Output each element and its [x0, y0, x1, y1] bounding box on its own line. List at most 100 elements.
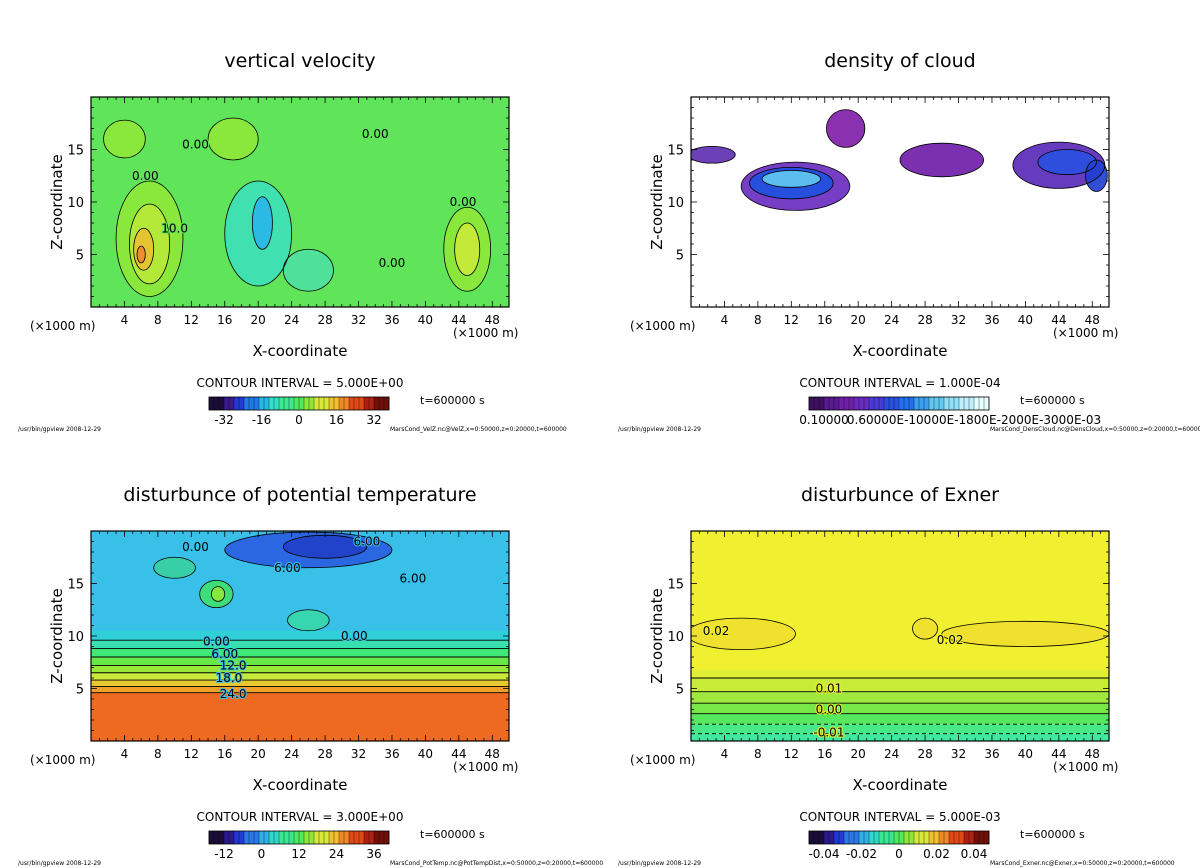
y-tick-label: 10 — [67, 630, 84, 645]
colorbar-cell — [899, 397, 905, 410]
chart-panel-3: disturbunce of potential temperature 0.00… — [18, 484, 603, 867]
colorbar-tick-label: 0 — [258, 847, 266, 861]
colorbar-cell — [894, 397, 900, 410]
value-region — [153, 557, 196, 579]
x-unit-right: (×1000 m) — [453, 760, 518, 774]
contour-line — [899, 142, 984, 178]
value-region — [136, 246, 146, 263]
footer-left: /usr/bin/gpview 2008-12-29 — [18, 426, 101, 433]
colorbar-cell — [934, 397, 940, 410]
x-tick-label: 20 — [251, 747, 266, 761]
contour-line — [287, 609, 330, 632]
colorbar-cell — [294, 397, 300, 410]
colorbar-cell — [914, 831, 920, 844]
colorbar-tick-label: -16 — [252, 413, 272, 427]
y-axis-label: Z-coordinate — [648, 588, 666, 683]
colorbar-cell — [344, 831, 350, 844]
value-region — [912, 618, 938, 640]
contour-line — [103, 119, 146, 159]
contour-line — [1085, 159, 1108, 192]
chart-title: disturbunce of potential temperature — [123, 484, 476, 506]
colorbar-cell — [949, 831, 955, 844]
colorbar-cell — [829, 397, 835, 410]
colorbar-cell — [299, 397, 305, 410]
colorbar-cell — [364, 397, 370, 410]
contour-line — [749, 166, 834, 200]
y-tick-label: 10 — [667, 630, 684, 645]
colorbar-cell — [979, 397, 985, 410]
x-tick-label: 20 — [851, 313, 866, 327]
x-tick-label: 32 — [351, 313, 366, 327]
contour-line — [136, 245, 146, 264]
footer-right: MarsCond_PotTemp.nc@PotTempDist,x=0:5000… — [390, 860, 603, 867]
x-tick-label: 48 — [1085, 313, 1100, 327]
chart-title: density of cloud — [824, 50, 976, 72]
colorbar-cell — [244, 831, 250, 844]
x-tick-label: 8 — [154, 747, 162, 761]
contour-label: 24.0 — [220, 687, 247, 701]
colorbar-cell — [819, 831, 825, 844]
colorbar-cell — [924, 831, 930, 844]
value-band — [691, 669, 1109, 678]
colorbar-cell — [959, 831, 965, 844]
x-tick-label: 44 — [451, 313, 466, 327]
contour-label: 10.0 — [161, 221, 188, 235]
value-band — [91, 672, 509, 681]
value-region — [252, 196, 273, 250]
colorbar-cell — [909, 397, 915, 410]
value-band — [691, 691, 1109, 704]
contour-line — [691, 145, 736, 164]
colorbar-cell — [349, 831, 355, 844]
x-unit-left: (×1000 m) — [30, 319, 95, 333]
x-tick-label: 40 — [1018, 313, 1033, 327]
contour-label: 0.02 — [703, 624, 730, 638]
colorbar-cell — [229, 831, 235, 844]
colorbar-cell — [374, 831, 380, 844]
colorbar-cell — [284, 397, 290, 410]
x-tick-label: 16 — [217, 313, 232, 327]
colorbar-cell — [329, 397, 335, 410]
colorbar-cell — [239, 397, 245, 410]
colorbar-cell — [964, 831, 970, 844]
y-tick-label: 10 — [67, 196, 84, 211]
colorbar-cell — [224, 397, 230, 410]
colorbar-cell — [334, 831, 340, 844]
colorbar-tick-label: 36 — [366, 847, 381, 861]
colorbar-cell — [379, 397, 385, 410]
colorbar-cell — [844, 397, 850, 410]
contour-line — [199, 579, 234, 609]
colorbar-cell — [259, 397, 265, 410]
colorbar-cell — [904, 397, 910, 410]
colorbar-cell — [334, 397, 340, 410]
colorbar-cell — [874, 397, 880, 410]
value-region — [211, 586, 225, 602]
contour-interval: CONTOUR INTERVAL = 3.000E+00 — [197, 810, 404, 824]
contour-interval: CONTOUR INTERVAL = 5.000E-03 — [799, 810, 1000, 824]
colorbar-cell — [849, 397, 855, 410]
y-tick-label: 5 — [676, 683, 684, 698]
colorbar-cell — [944, 397, 950, 410]
x-tick-label: 20 — [251, 313, 266, 327]
colorbar-cell — [359, 397, 365, 410]
colorbar-cell — [919, 397, 925, 410]
colorbar-cell — [879, 397, 885, 410]
colorbar-cell — [324, 831, 330, 844]
colorbar-cell — [349, 397, 355, 410]
value-region — [900, 143, 984, 177]
y-tick-label: 15 — [67, 144, 84, 159]
x-tick-label: 12 — [784, 747, 799, 761]
time-label: t=600000 s — [1020, 394, 1085, 407]
x-tick-label: 4 — [721, 747, 729, 761]
colorbar-cell — [939, 831, 945, 844]
y-tick-label: 5 — [76, 249, 84, 264]
x-tick-label: 48 — [485, 747, 500, 761]
x-tick-label: 24 — [884, 313, 899, 327]
colorbar-cell — [954, 397, 960, 410]
contour-label: 0.00 — [132, 169, 159, 183]
x-axis-label: X-coordinate — [853, 342, 948, 360]
colorbar-cell — [379, 831, 385, 844]
x-tick-label: 40 — [418, 313, 433, 327]
footer-left: /usr/bin/gpview 2008-12-29 — [618, 860, 701, 867]
value-region — [826, 109, 865, 148]
colorbar-tick-label: 0.04 — [961, 847, 988, 861]
